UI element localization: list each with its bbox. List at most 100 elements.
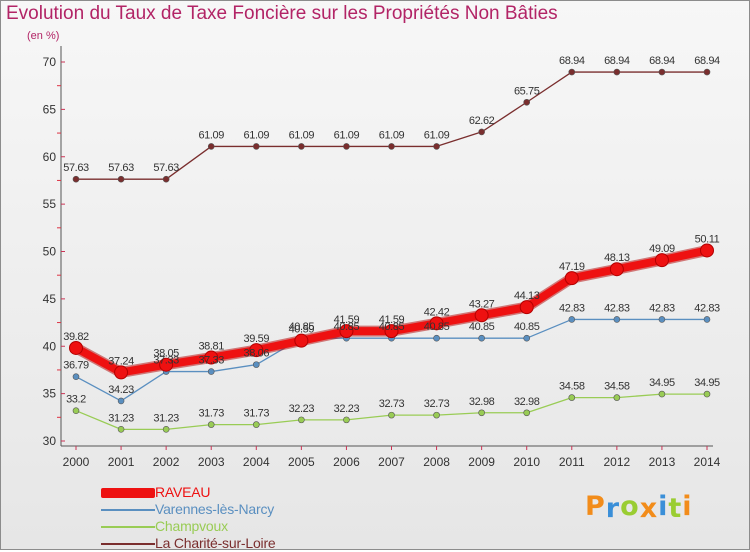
- data-label-varennes-les-narcy: 42.83: [604, 302, 630, 314]
- data-point-raveau: [700, 243, 714, 258]
- data-point-la-charite-sur-loire: [117, 175, 125, 183]
- data-point-champvoux: [478, 409, 485, 417]
- x-tick-label: 2003: [198, 455, 225, 469]
- data-point-varennes-les-narcy: [478, 334, 485, 342]
- data-point-varennes-les-narcy: [523, 334, 531, 342]
- data-point-champvoux: [658, 390, 666, 398]
- data-point-champvoux: [252, 421, 260, 428]
- legend-item-la-charite: La Charité-sur-Loire: [101, 535, 276, 552]
- logo-letter: i: [658, 491, 669, 522]
- data-label-varennes-les-narcy: 40.85: [514, 321, 540, 333]
- legend-label-raveau: RAVEAU: [155, 484, 211, 500]
- data-label-varennes-les-narcy: 38.06: [244, 348, 270, 360]
- data-point-la-charite-sur-loire: [162, 175, 170, 183]
- x-tick-label: 2002: [153, 455, 180, 469]
- data-label-la-charite-sur-loire: 57.63: [108, 162, 134, 174]
- data-label-champvoux: 31.23: [153, 412, 179, 424]
- data-point-varennes-les-narcy: [703, 316, 711, 323]
- data-point-champvoux: [613, 394, 621, 401]
- data-label-champvoux: 32.73: [424, 398, 450, 410]
- data-label-la-charite-sur-loire: 65.75: [514, 85, 540, 97]
- y-tick-label: 45: [43, 292, 57, 306]
- data-label-la-charite-sur-loire: 68.94: [694, 55, 720, 67]
- data-label-varennes-les-narcy: 40.85: [289, 321, 315, 333]
- x-tick-label: 2010: [513, 455, 540, 469]
- data-label-varennes-les-narcy: 40.85: [379, 321, 405, 333]
- data-label-la-charite-sur-loire: 62.62: [469, 115, 495, 127]
- data-label-raveau: 38.81: [198, 341, 224, 353]
- data-point-raveau: [429, 316, 444, 331]
- x-tick-label: 2004: [243, 455, 270, 469]
- data-point-champvoux: [117, 426, 125, 433]
- data-point-champvoux: [388, 411, 395, 419]
- data-point-champvoux: [433, 411, 440, 419]
- data-label-champvoux: 31.73: [198, 408, 224, 420]
- legend-label-la-charite: La Charité-sur-Loire: [155, 535, 276, 551]
- x-tick-label: 2007: [378, 455, 405, 469]
- data-label-varennes-les-narcy: 40.85: [424, 321, 450, 333]
- data-label-champvoux: 34.95: [649, 377, 675, 389]
- data-label-la-charite-sur-loire: 57.63: [63, 162, 89, 174]
- data-point-raveau: [609, 262, 624, 277]
- data-point-la-charite-sur-loire: [252, 143, 260, 150]
- legend-swatch-champvoux: [101, 525, 155, 528]
- legend-swatch-la-charite: [101, 542, 155, 545]
- chart-title: Evolution du Taux de Taxe Foncière sur l…: [6, 3, 558, 24]
- data-label-la-charite-sur-loire: 61.09: [198, 129, 224, 141]
- data-label-champvoux: 33.2: [66, 394, 86, 406]
- x-tick-label: 2008: [423, 455, 450, 469]
- y-tick-label: 30: [43, 434, 57, 448]
- data-point-la-charite-sur-loire: [388, 143, 395, 150]
- data-label-raveau: 50.11: [695, 233, 720, 245]
- x-tick-label: 2009: [468, 455, 495, 469]
- x-tick-label: 2011: [559, 455, 585, 469]
- data-label-la-charite-sur-loire: 61.09: [424, 129, 450, 141]
- legend-swatch-raveau: [101, 487, 155, 498]
- data-point-raveau: [339, 324, 354, 339]
- x-tick-label: 2014: [694, 455, 721, 469]
- x-tick-label: 2005: [288, 455, 315, 469]
- data-label-varennes-les-narcy: 40.85: [334, 321, 360, 333]
- data-point-raveau: [474, 308, 489, 323]
- data-label-raveau: 47.19: [559, 261, 585, 273]
- data-point-varennes-les-narcy: [658, 316, 666, 323]
- data-label-champvoux: 31.23: [108, 412, 134, 424]
- data-label-champvoux: 32.23: [289, 403, 315, 415]
- data-point-la-charite-sur-loire: [298, 143, 305, 150]
- data-label-la-charite-sur-loire: 61.09: [334, 129, 360, 141]
- logo-letter: i: [682, 491, 693, 522]
- logo-letter: r: [605, 493, 621, 524]
- legend-swatch-varennes: [101, 508, 155, 511]
- chart-legend: RAVEAU Varennes-lès-Narcy Champvoux La C…: [101, 484, 276, 552]
- logo-letter: P: [585, 491, 606, 522]
- y-tick-label: 65: [43, 102, 57, 116]
- data-point-varennes-les-narcy: [613, 316, 621, 323]
- y-tick-label: 60: [43, 150, 57, 164]
- data-label-la-charite-sur-loire: 68.94: [559, 55, 585, 67]
- y-tick-label: 35: [43, 387, 57, 401]
- data-point-la-charite-sur-loire: [523, 98, 531, 106]
- data-point-raveau: [69, 340, 83, 355]
- logo-letter: x: [639, 493, 659, 524]
- legend-item-raveau: RAVEAU: [101, 484, 276, 501]
- data-point-varennes-les-narcy: [207, 368, 215, 375]
- data-label-raveau: 41.59: [334, 314, 360, 326]
- y-tick-label: 55: [43, 197, 57, 211]
- data-point-varennes-les-narcy: [117, 397, 125, 405]
- data-point-raveau: [204, 350, 219, 365]
- data-point-raveau: [654, 253, 669, 268]
- data-point-champvoux: [568, 394, 576, 401]
- data-point-raveau: [114, 365, 129, 380]
- data-point-raveau: [294, 333, 309, 348]
- data-point-varennes-les-narcy: [252, 361, 260, 368]
- data-point-la-charite-sur-loire: [433, 143, 440, 150]
- y-tick-label: 40: [43, 339, 57, 353]
- data-label-varennes-les-narcy: 37.33: [198, 355, 224, 367]
- data-label-raveau: 42.42: [424, 306, 450, 318]
- data-label-raveau: 43.27: [469, 298, 495, 310]
- data-point-champvoux: [343, 416, 350, 424]
- data-point-raveau: [159, 357, 174, 372]
- data-point-raveau: [519, 300, 534, 315]
